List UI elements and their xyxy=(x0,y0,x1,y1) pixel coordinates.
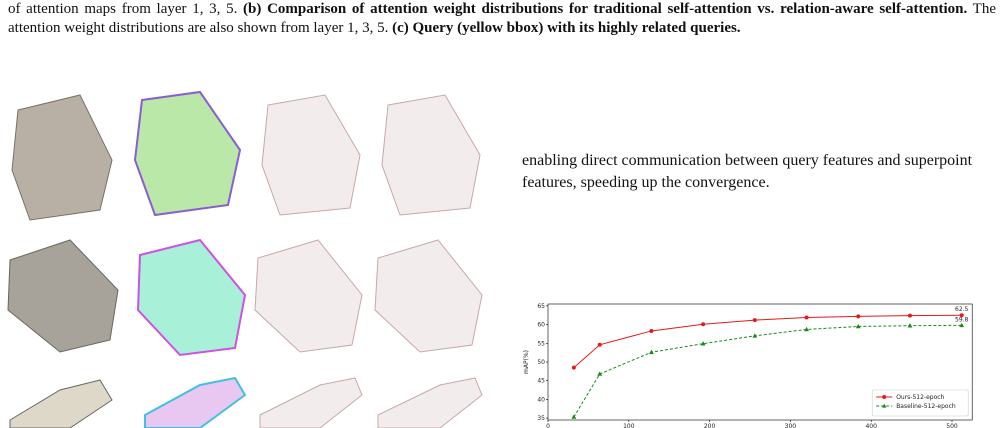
x-tick-label: 100 xyxy=(623,423,635,428)
caption-text: of attention maps from layer 1, 3, 5. xyxy=(8,1,244,17)
data-label: 59.8 xyxy=(955,316,969,323)
data-label: 62.5 xyxy=(955,306,969,313)
legend-marker xyxy=(882,395,887,399)
y-tick-label: 50 xyxy=(537,359,545,366)
point xyxy=(907,313,912,318)
x-tick-label: 500 xyxy=(946,423,958,428)
scene-attention xyxy=(259,377,363,428)
point xyxy=(571,365,576,370)
scene-rgb xyxy=(11,94,113,221)
y-axis-label: mAP(%) xyxy=(523,350,530,374)
row-3 xyxy=(9,376,483,428)
point xyxy=(855,323,861,329)
x-tick-label: 300 xyxy=(785,423,797,428)
scene-superpoints xyxy=(133,90,242,217)
x-tick-label: 0 xyxy=(546,423,550,428)
point xyxy=(959,322,965,328)
point xyxy=(959,313,964,318)
point-cloud-figures xyxy=(7,90,483,428)
point xyxy=(597,371,603,376)
y-tick-label: 45 xyxy=(537,378,545,385)
point xyxy=(804,315,809,320)
caption-bold: (b) Comparison of attention weight distr… xyxy=(243,1,968,17)
x-tick-label: 400 xyxy=(865,423,877,428)
point xyxy=(804,326,809,332)
point xyxy=(907,323,913,328)
y-tick-label: 65 xyxy=(537,303,545,310)
row-2 xyxy=(7,238,483,357)
point xyxy=(856,314,861,319)
y-tick-label: 35 xyxy=(537,415,545,422)
scene-attention xyxy=(374,239,483,353)
scene-attention xyxy=(381,94,481,216)
scene-superpoints xyxy=(136,238,247,357)
legend-box xyxy=(871,389,969,417)
x-tick-label: 200 xyxy=(704,423,716,428)
body-text: enabling direct communication between qu… xyxy=(522,152,973,191)
y-tick-label: 60 xyxy=(537,322,545,329)
scene-attention xyxy=(261,94,361,216)
scene-attention xyxy=(377,377,483,428)
legend-label: Baseline-512-epoch xyxy=(896,403,956,410)
scene-attention xyxy=(254,239,363,353)
point xyxy=(752,318,757,323)
scene-superpoints xyxy=(144,376,247,428)
chart: mAP(%) 35 40 45 50 55 60 65 0 100 200 300 400 500 62.… xyxy=(523,303,973,428)
y-tick-label: 55 xyxy=(537,340,545,347)
row-1 xyxy=(11,90,481,221)
point xyxy=(752,333,758,338)
scene-rgb xyxy=(7,239,119,353)
point xyxy=(701,322,706,327)
point xyxy=(649,328,654,333)
point xyxy=(571,414,577,419)
figure-caption: of attention maps from layer 1, 3, 5. (b… xyxy=(8,0,996,38)
point xyxy=(597,342,602,347)
scene-rgb xyxy=(9,379,113,428)
caption-bold: (c) Query (yellow bbox) with its highly … xyxy=(392,20,741,36)
caption-text: The attention weight distributions are a… xyxy=(8,1,996,36)
point xyxy=(700,341,706,346)
point xyxy=(649,349,654,355)
legend-label: Ours-512-epoch xyxy=(896,394,944,401)
series-line xyxy=(573,314,962,368)
legend-marker xyxy=(882,403,887,408)
y-tick-label: 40 xyxy=(537,396,545,403)
